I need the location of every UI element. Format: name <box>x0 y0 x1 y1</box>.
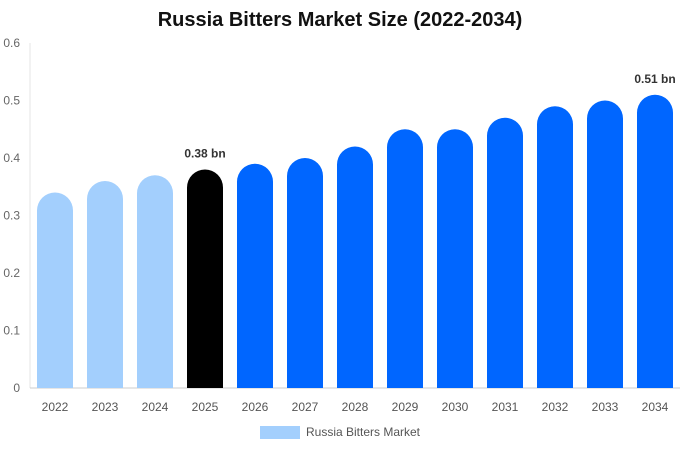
x-tick-label: 2025 <box>192 400 219 414</box>
bar-2033 <box>587 100 623 388</box>
bar-2023 <box>87 181 123 388</box>
y-tick-label: 0.5 <box>3 94 20 108</box>
y-tick-label: 0.2 <box>3 266 20 280</box>
x-tick-label: 2023 <box>92 400 119 414</box>
y-tick-label: 0 <box>13 381 20 395</box>
y-tick-label: 0.6 <box>3 36 20 50</box>
x-tick-label: 2034 <box>642 400 669 414</box>
y-tick-label: 0.4 <box>3 151 20 165</box>
x-tick-label: 2030 <box>442 400 469 414</box>
bar-2024 <box>137 175 173 388</box>
x-tick-label: 2029 <box>392 400 419 414</box>
bar-2032 <box>537 106 573 388</box>
legend[interactable]: Russia Bitters Market <box>0 425 680 439</box>
bar-2031 <box>487 117 523 388</box>
legend-label: Russia Bitters Market <box>305 425 421 439</box>
y-tick-label: 0.1 <box>3 324 20 338</box>
x-tick-label: 2026 <box>242 400 269 414</box>
bar-2034 <box>637 94 673 388</box>
x-tick-label: 2028 <box>342 400 369 414</box>
bar-2030 <box>437 129 473 388</box>
x-tick-label: 2022 <box>42 400 69 414</box>
chart-title: Russia Bitters Market Size (2022-2034) <box>157 9 523 31</box>
bar-2028 <box>337 146 373 388</box>
bar-2026 <box>237 163 273 388</box>
x-tick-label: 2033 <box>592 400 619 414</box>
legend-swatch <box>259 425 300 439</box>
bar-2022 <box>37 192 73 388</box>
x-tick-label: 2027 <box>292 400 319 414</box>
bar-2029 <box>387 129 423 388</box>
data-label-2034: 0.51 bn <box>634 72 675 86</box>
x-tick-label: 2032 <box>542 400 569 414</box>
data-label-2025: 0.38 bn <box>184 147 225 161</box>
y-tick-label: 0.3 <box>3 209 20 223</box>
x-tick-label: 2031 <box>492 400 519 414</box>
bar-2027 <box>287 158 323 388</box>
x-tick-label: 2024 <box>142 400 169 414</box>
bar-2025 <box>187 169 223 388</box>
